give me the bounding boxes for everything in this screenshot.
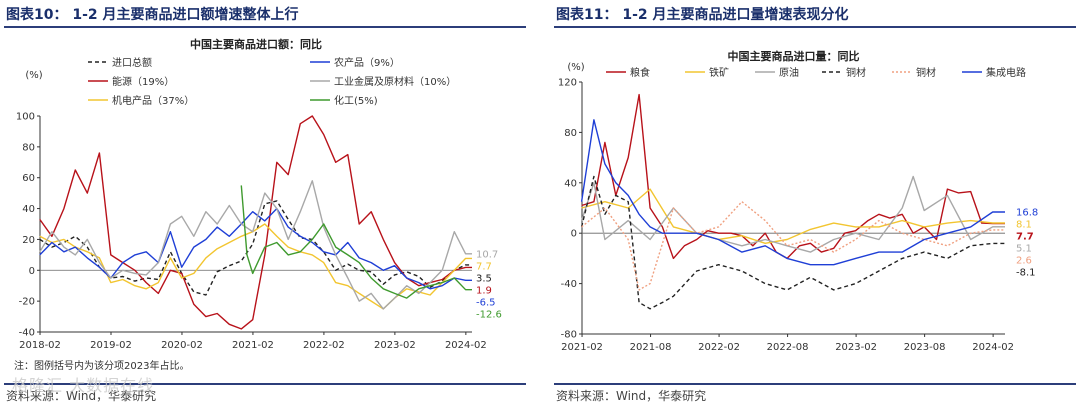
series-line (580, 119, 1005, 266)
series-line (581, 93, 1005, 260)
end-value-label: 8.1 (1016, 220, 1032, 231)
series-line (581, 200, 1005, 291)
x-tick-label: 2022-02 (698, 342, 740, 353)
x-tick-label: 2021-02 (561, 342, 603, 353)
x-tick-label: 2024-02 (445, 340, 487, 351)
y-tick-label: 80 (564, 128, 577, 139)
import-volume-chart: 中国主要商品进口量：同比 (%) -80 -40 0 40 80 120 2021-02 2021… (558, 49, 1038, 353)
legend-label: 化工(5%) (334, 94, 378, 107)
series-line (581, 188, 1005, 245)
title-rule (554, 26, 1076, 28)
x-tick-label: 2023-02 (374, 340, 416, 351)
end-value-label: 3.5 (476, 273, 492, 284)
figure-title: 图表10： 1-2 月主要商品进口额增速整体上行 (6, 7, 299, 23)
end-value-label: -6.5 (476, 297, 496, 308)
y-tick-label: 40 (22, 204, 35, 215)
source-rule (4, 383, 526, 385)
source-rule (554, 383, 1076, 385)
x-tick-label: 2023-02 (835, 342, 877, 353)
watermark: 格隆汇 大数据在线 (12, 376, 155, 395)
legend-label: 进口总额 (112, 56, 152, 69)
y-tick-label: -40 (19, 328, 35, 339)
x-tick-label: 2022-08 (767, 342, 809, 353)
x-tick-label: 2024-02 (972, 342, 1014, 353)
series-line (580, 175, 1005, 310)
y-tick-label: -80 (561, 330, 577, 341)
x-tick-label: 2023-08 (904, 342, 946, 353)
legend-label: 机电产品（37%） (112, 94, 194, 107)
legend-label: 农产品（9%） (334, 56, 400, 69)
series-line (240, 185, 472, 299)
legend-label: 铜材 (846, 66, 866, 79)
legend-label: 原油 (779, 66, 799, 79)
y-tick-label: -40 (561, 279, 577, 290)
figure-title: 图表11： 1-2 月主要商品进口量增速表现分化 (556, 7, 849, 23)
end-value-label: 2.6 (1016, 256, 1032, 267)
end-value-label: 1.9 (476, 285, 492, 296)
source-text: 资料来源：Wind，华泰研究 (6, 389, 157, 403)
series-line (39, 207, 472, 290)
y-tick-label: 40 (564, 178, 577, 189)
series-line (580, 175, 1005, 253)
x-tick-label: 2022-02 (303, 340, 345, 351)
end-value-label: 7.7 (476, 261, 492, 272)
end-value-label: -12.6 (476, 309, 502, 320)
import-value-chart: 中国主要商品进口额：同比 (%) -40 -20 0 20 40 60 80 100 2018-02… (16, 37, 502, 351)
series-line (39, 223, 472, 310)
x-tick-label: 2021-02 (232, 340, 274, 351)
chart-title: 中国主要商品进口额：同比 (190, 37, 322, 51)
y-axis-label: (%) (25, 70, 42, 81)
y-tick-label: 80 (22, 142, 35, 153)
y-tick-label: 120 (558, 78, 577, 89)
end-value-label: 7.7 (1016, 232, 1034, 243)
series-line (39, 200, 472, 296)
y-tick-label: -20 (19, 297, 35, 308)
chart-title: 中国主要商品进口量：同比 (728, 49, 860, 63)
legend-label: 铜材 (916, 66, 936, 79)
legend-label: 集成电路 (986, 66, 1026, 79)
end-value-label: 5.1 (1016, 244, 1032, 255)
x-tick-label: 2019-02 (90, 340, 132, 351)
end-value-label: -8.1 (1016, 268, 1036, 279)
end-value-label: 10.7 (476, 249, 498, 260)
y-tick-label: 20 (22, 235, 35, 246)
x-tick-label: 2020-02 (161, 340, 203, 351)
y-tick-label: 60 (22, 173, 35, 184)
y-tick-label: 0 (571, 229, 577, 240)
y-tick-label: 0 (29, 266, 35, 277)
y-axis-label: (%) (567, 62, 584, 73)
source-text: 资料来源：Wind，华泰研究 (556, 389, 707, 403)
y-tick-label: 100 (16, 112, 35, 123)
series-line (39, 180, 472, 310)
legend-label: 工业金属及原材料（10%） (334, 75, 456, 88)
right-panel: 图表11： 1-2 月主要商品进口量增速表现分化 中国主要商品进口量：同比 (%)… (550, 0, 1080, 408)
x-tick-label: 2021-08 (630, 342, 672, 353)
end-value-label: 16.8 (1016, 208, 1038, 219)
left-panel: 图表10： 1-2 月主要商品进口额增速整体上行 中国主要商品进口额：同比 (%)… (0, 0, 530, 408)
legend-label: 粮食 (630, 66, 650, 79)
legend-label: 能源（19%） (112, 75, 174, 88)
x-tick-label: 2018-02 (19, 340, 61, 351)
title-rule (4, 26, 526, 28)
legend-label: 铁矿 (709, 66, 729, 79)
chart-note: 注：图例括号内为该分项2023年占比。 (14, 361, 190, 372)
